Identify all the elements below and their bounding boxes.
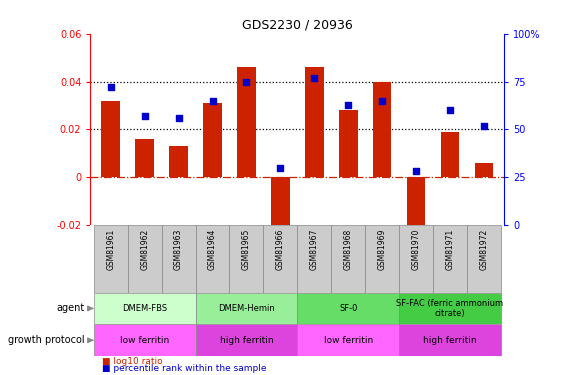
Bar bbox=[399, 292, 501, 324]
Text: GSM81961: GSM81961 bbox=[106, 229, 115, 270]
Point bbox=[242, 79, 251, 85]
Bar bbox=[135, 139, 154, 177]
Text: ■ log10 ratio: ■ log10 ratio bbox=[102, 357, 163, 366]
Point bbox=[343, 102, 353, 108]
Point bbox=[479, 123, 489, 129]
Text: ■ percentile rank within the sample: ■ percentile rank within the sample bbox=[102, 364, 266, 373]
Text: low ferritin: low ferritin bbox=[324, 336, 373, 345]
Text: GSM81963: GSM81963 bbox=[174, 229, 183, 270]
Bar bbox=[407, 177, 426, 230]
Text: GSM81968: GSM81968 bbox=[344, 229, 353, 270]
Point bbox=[106, 84, 115, 90]
Bar bbox=[195, 292, 297, 324]
Text: GSM81966: GSM81966 bbox=[276, 229, 285, 270]
Text: GSM81969: GSM81969 bbox=[378, 229, 387, 270]
Point bbox=[445, 107, 455, 113]
Bar bbox=[128, 225, 161, 292]
Bar bbox=[264, 225, 297, 292]
Point bbox=[412, 168, 421, 174]
Bar bbox=[203, 103, 222, 177]
Bar bbox=[399, 324, 501, 356]
Text: low ferritin: low ferritin bbox=[120, 336, 169, 345]
Point bbox=[208, 98, 217, 104]
Bar bbox=[305, 67, 324, 177]
Text: high ferritin: high ferritin bbox=[220, 336, 273, 345]
Text: SF-0: SF-0 bbox=[339, 304, 357, 313]
Bar bbox=[339, 110, 357, 177]
Text: GSM81962: GSM81962 bbox=[140, 229, 149, 270]
Bar bbox=[101, 101, 120, 177]
Bar bbox=[373, 82, 391, 177]
Point bbox=[276, 165, 285, 171]
Text: GSM81964: GSM81964 bbox=[208, 229, 217, 270]
Text: GSM81967: GSM81967 bbox=[310, 229, 319, 270]
Bar bbox=[433, 225, 467, 292]
Bar bbox=[161, 225, 195, 292]
Text: GSM81965: GSM81965 bbox=[242, 229, 251, 270]
Bar bbox=[297, 225, 331, 292]
Bar bbox=[399, 225, 433, 292]
Text: GSM81972: GSM81972 bbox=[479, 229, 489, 270]
Text: high ferritin: high ferritin bbox=[423, 336, 477, 345]
Bar bbox=[475, 163, 493, 177]
Bar bbox=[237, 67, 256, 177]
Text: DMEM-Hemin: DMEM-Hemin bbox=[218, 304, 275, 313]
Bar bbox=[195, 324, 297, 356]
Point bbox=[140, 113, 149, 119]
Text: agent: agent bbox=[57, 303, 85, 313]
Bar bbox=[297, 324, 399, 356]
Point bbox=[174, 115, 183, 121]
Bar bbox=[467, 225, 501, 292]
Bar bbox=[195, 225, 230, 292]
Bar bbox=[94, 324, 195, 356]
Bar bbox=[365, 225, 399, 292]
Text: GSM81971: GSM81971 bbox=[445, 229, 455, 270]
Text: growth protocol: growth protocol bbox=[8, 335, 85, 345]
Bar bbox=[94, 225, 128, 292]
Text: GSM81970: GSM81970 bbox=[412, 229, 420, 270]
Bar bbox=[441, 132, 459, 177]
Title: GDS2230 / 20936: GDS2230 / 20936 bbox=[242, 18, 353, 31]
Text: DMEM-FBS: DMEM-FBS bbox=[122, 304, 167, 313]
Text: SF-FAC (ferric ammonium
citrate): SF-FAC (ferric ammonium citrate) bbox=[396, 299, 504, 318]
Bar bbox=[297, 292, 399, 324]
Point bbox=[310, 75, 319, 81]
Point bbox=[377, 98, 387, 104]
Bar bbox=[230, 225, 264, 292]
Bar bbox=[331, 225, 365, 292]
Bar bbox=[169, 146, 188, 177]
Bar bbox=[271, 177, 290, 235]
Bar bbox=[94, 292, 195, 324]
